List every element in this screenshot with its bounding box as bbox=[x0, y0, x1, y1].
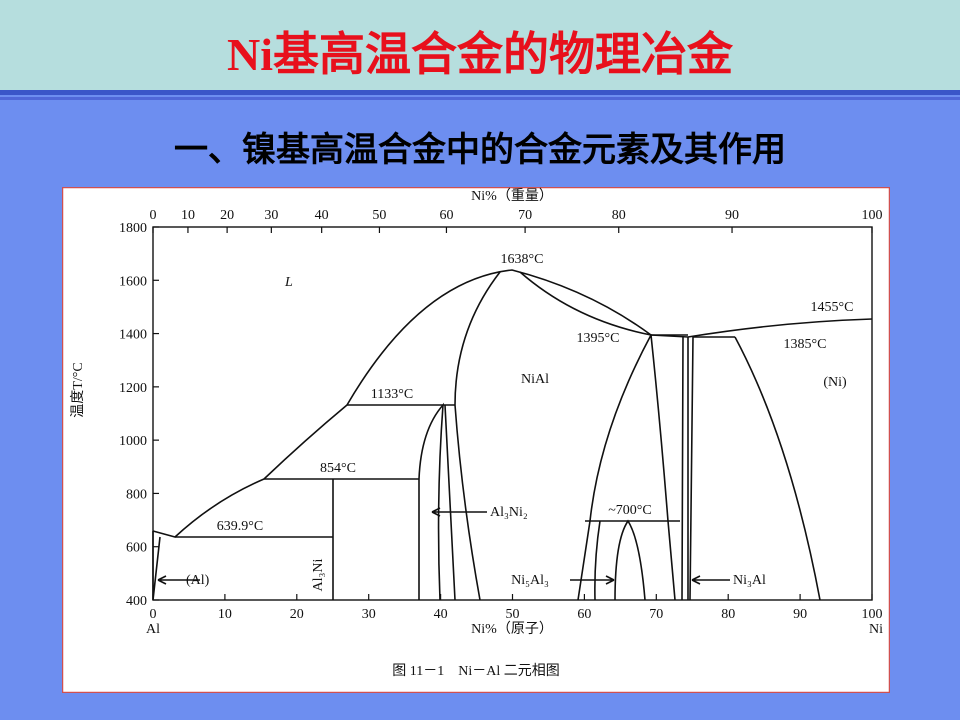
y-tick-label: 1200 bbox=[119, 381, 147, 396]
annotation: 1385°C bbox=[784, 337, 827, 352]
annotation: L bbox=[284, 275, 293, 290]
annotation: 854°C bbox=[320, 461, 356, 476]
annotation: Al₃Ni bbox=[311, 558, 326, 591]
top-x-tick-label: 20 bbox=[220, 208, 234, 223]
end-label: Ni bbox=[869, 622, 883, 637]
y-tick-label: 1000 bbox=[119, 434, 147, 449]
annotation: 639.9°C bbox=[217, 519, 263, 534]
stripe bbox=[0, 97, 960, 100]
phase-boundary bbox=[681, 336, 694, 601]
phase-boundary bbox=[734, 336, 821, 601]
x-tick-label: 10 bbox=[218, 607, 232, 622]
arrow bbox=[431, 507, 487, 517]
top-x-tick-label: 80 bbox=[612, 208, 626, 223]
slide-title: Ni基高温合金的物理冶金 bbox=[227, 29, 733, 80]
bottom-axis-label: Ni%（原子） bbox=[471, 621, 553, 637]
phase-boundary bbox=[152, 531, 161, 601]
y-axis-label: 温度T/°C bbox=[70, 362, 86, 417]
stripe bbox=[0, 90, 960, 95]
top-x-tick-label: 50 bbox=[372, 208, 386, 223]
annotation: 1638°C bbox=[501, 252, 544, 267]
x-tick-label: 70 bbox=[649, 607, 663, 622]
figure-caption: 图 11－1 Ni－Al 二元相图 bbox=[392, 663, 559, 679]
phase-boundary bbox=[614, 519, 646, 601]
annotation: Ni₅Al₃ bbox=[511, 573, 549, 588]
x-tick-label: 100 bbox=[862, 607, 883, 622]
figure-frame bbox=[62, 187, 890, 693]
y-tick-label: 1600 bbox=[119, 274, 147, 289]
phase-boundary bbox=[519, 271, 653, 601]
title-band bbox=[0, 0, 960, 90]
annotation: (Al) bbox=[186, 573, 210, 588]
x-tick-label: 40 bbox=[434, 607, 448, 622]
phase-boundary bbox=[418, 402, 456, 601]
annotation: 1395°C bbox=[577, 331, 620, 346]
y-tick-label: 400 bbox=[126, 594, 147, 609]
top-x-tick-label: 90 bbox=[725, 208, 739, 223]
arrow bbox=[691, 575, 730, 585]
x-tick-label: 90 bbox=[793, 607, 807, 622]
phase-boundary bbox=[175, 334, 735, 600]
x-tick-label: 50 bbox=[506, 607, 520, 622]
arrow bbox=[157, 575, 200, 585]
top-x-tick-label: 30 bbox=[264, 208, 278, 223]
annotation: Ni₃Al bbox=[733, 573, 766, 588]
top-x-tick-label: 60 bbox=[439, 208, 453, 223]
annotation: 1133°C bbox=[371, 387, 413, 402]
y-tick-label: 1800 bbox=[119, 221, 147, 236]
annotation: 1455°C bbox=[811, 300, 854, 315]
end-label: Al bbox=[146, 622, 160, 637]
top-x-tick-label: 100 bbox=[862, 208, 883, 223]
phase-boundary bbox=[594, 334, 676, 601]
phase-boundary bbox=[152, 269, 873, 538]
top-x-tick-label: 0 bbox=[150, 208, 157, 223]
top-x-tick-label: 70 bbox=[518, 208, 532, 223]
top-axis-label: Ni%（重量） bbox=[471, 188, 553, 204]
arrow bbox=[570, 575, 615, 585]
slide-subtitle: 一、镍基高温合金中的合金元素及其作用 bbox=[174, 130, 786, 170]
y-tick-label: 1400 bbox=[119, 328, 147, 343]
phase-diagram: 1638°C 1455°C 1395°C 1385°C 1133°C 854°C… bbox=[62, 187, 890, 693]
x-tick-label: 30 bbox=[362, 607, 376, 622]
top-x-tick-label: 10 bbox=[181, 208, 195, 223]
top-x-tick-label: 40 bbox=[315, 208, 329, 223]
y-tick-label: 600 bbox=[126, 541, 147, 556]
x-tick-label: 60 bbox=[577, 607, 591, 622]
annotation: ~700°C bbox=[608, 503, 652, 518]
x-tick-label: 20 bbox=[290, 607, 304, 622]
x-tick-label: 80 bbox=[721, 607, 735, 622]
annotation: Al₃Ni₂ bbox=[490, 505, 528, 520]
annotation: NiAl bbox=[521, 372, 549, 387]
x-tick-label: 0 bbox=[150, 607, 157, 622]
y-tick-label: 800 bbox=[126, 487, 147, 502]
phase-boundary bbox=[454, 271, 501, 601]
annotation: (Ni) bbox=[823, 375, 847, 390]
